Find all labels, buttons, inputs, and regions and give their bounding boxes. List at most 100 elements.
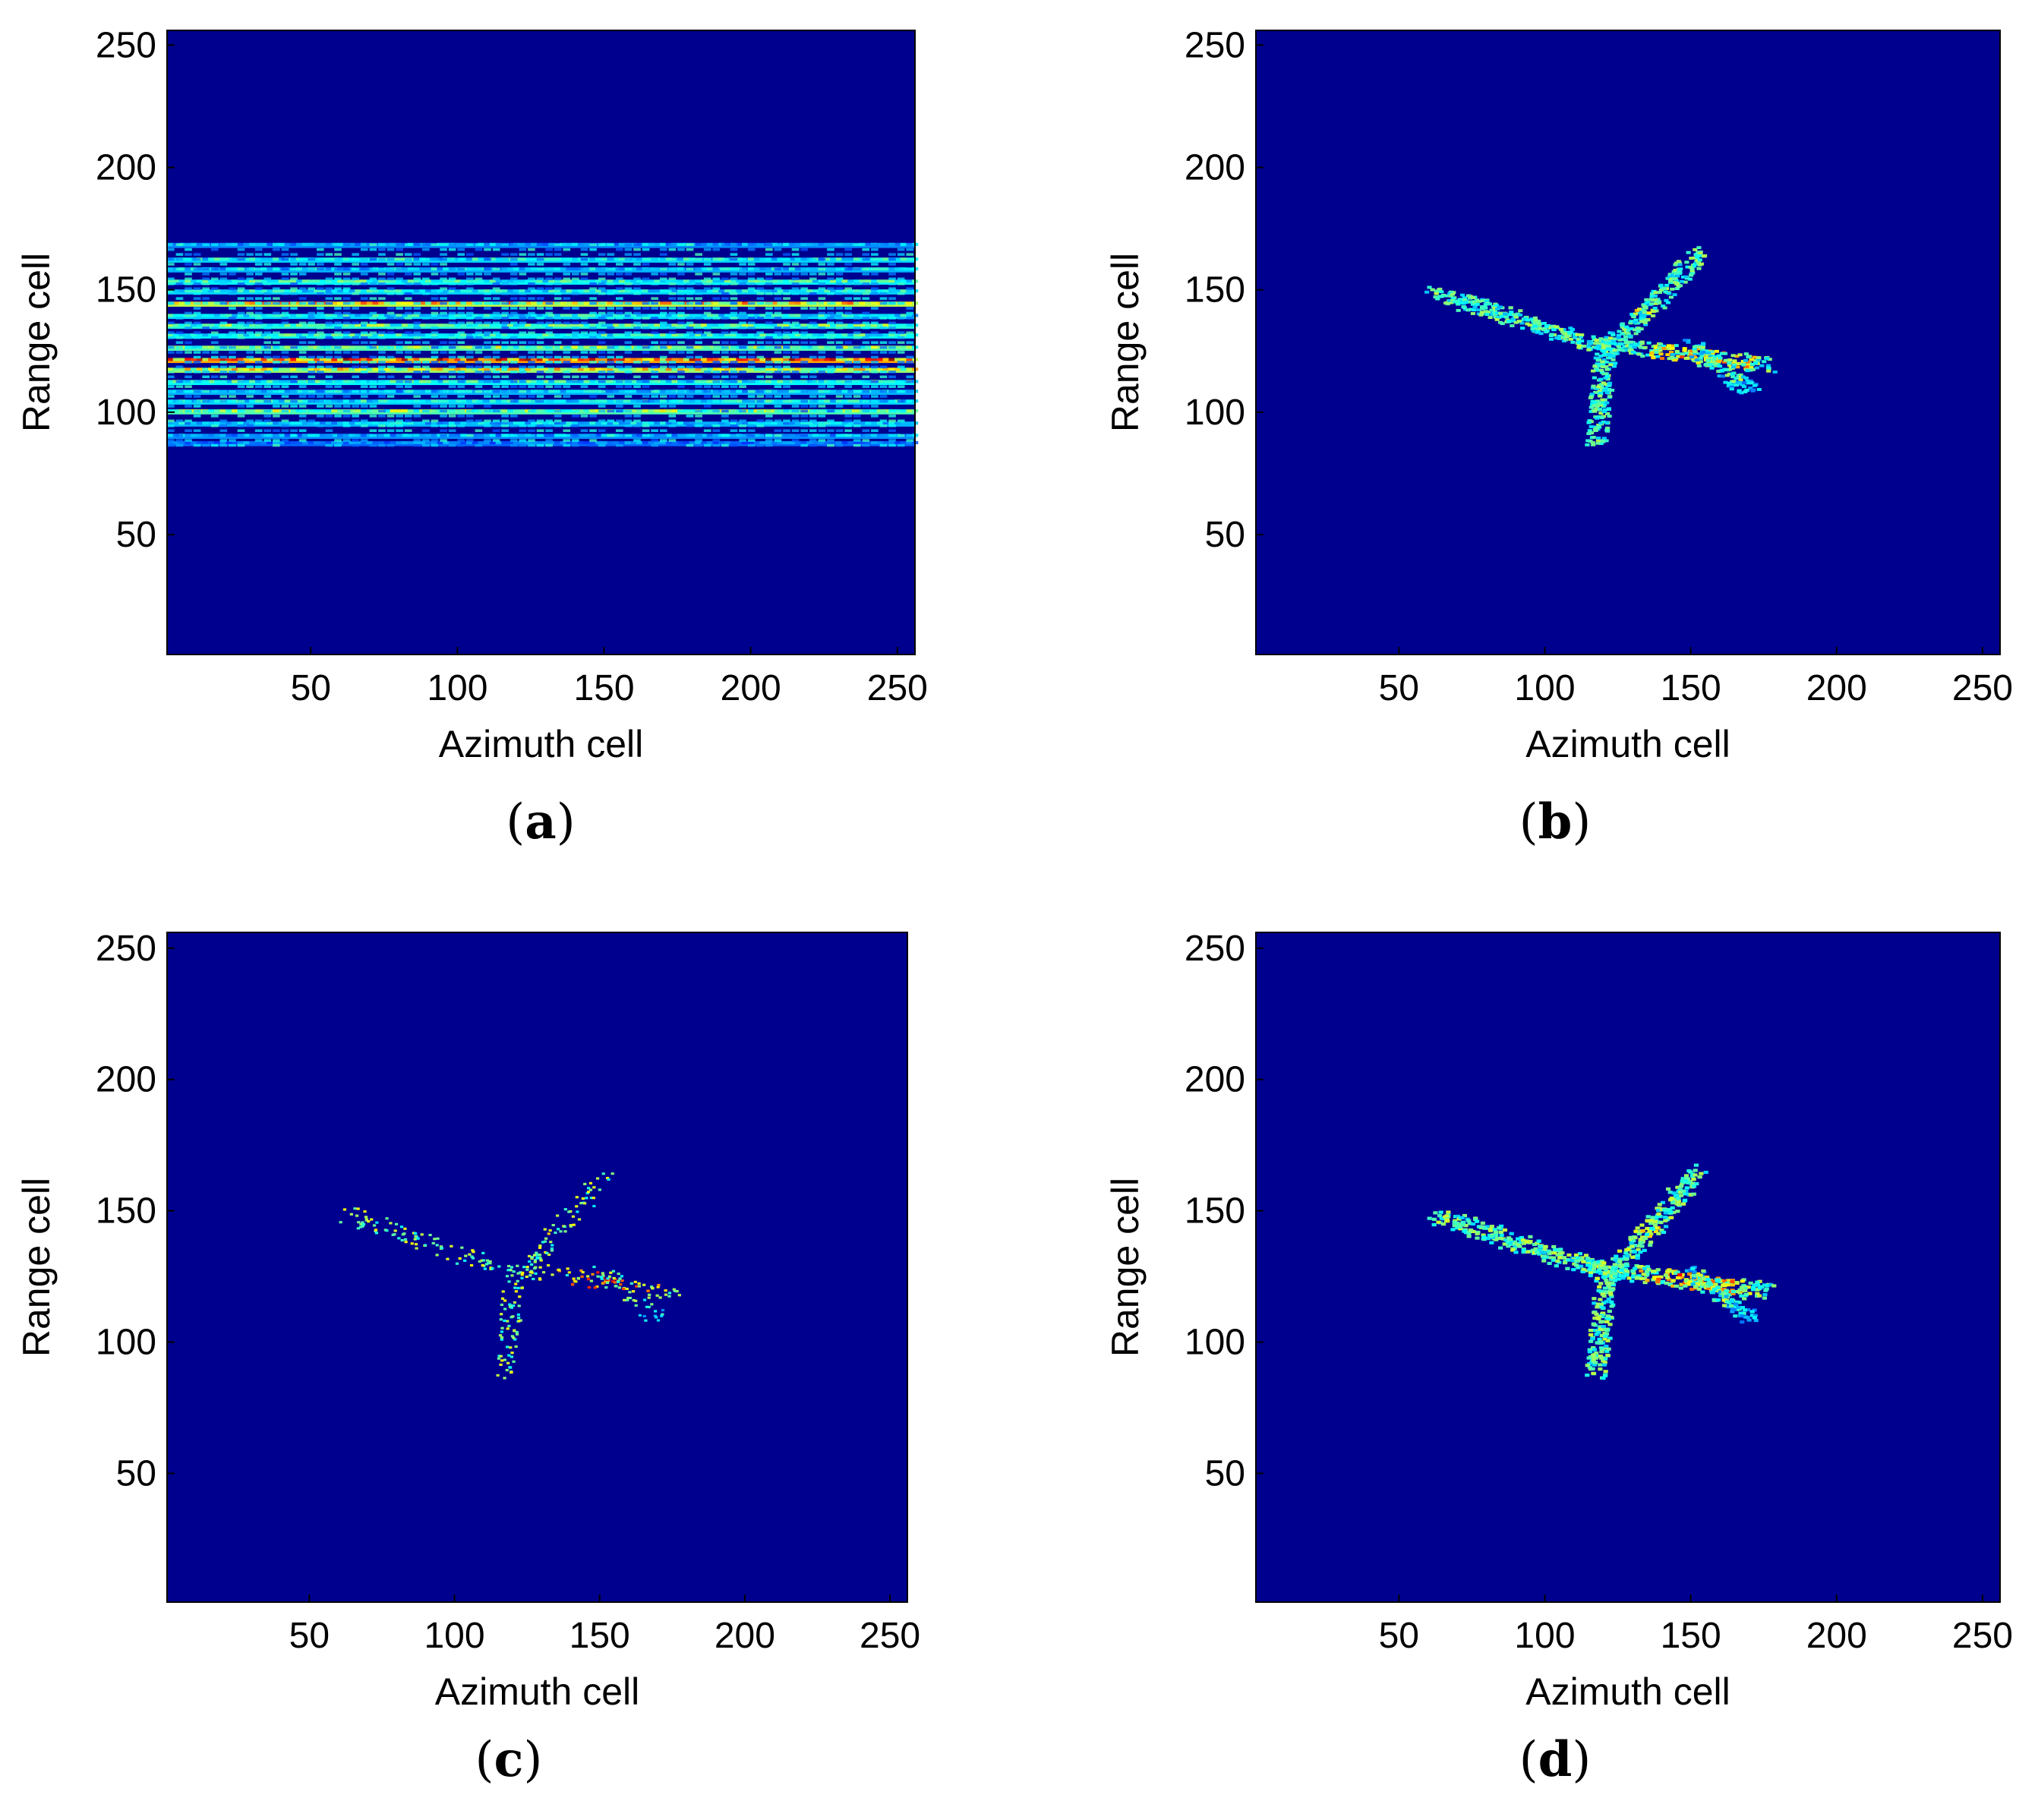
heatmap-cell (800, 289, 807, 293)
heatmap-cell (871, 405, 879, 408)
heatmap-cell (677, 263, 685, 266)
heatmap-cell (337, 358, 344, 361)
heatmap-cell (317, 292, 324, 295)
heatmap-cell (607, 273, 615, 276)
heatmap-cell (580, 263, 588, 266)
heatmap-cell (563, 371, 571, 374)
heatmap-cell (314, 323, 320, 327)
heatmap-cell (616, 434, 623, 437)
heatmap-cell (865, 345, 872, 349)
heatmap-cell (172, 289, 179, 293)
heatmap-cell (595, 314, 602, 317)
heatmap-cell (841, 421, 848, 425)
heatmap-cell (844, 375, 852, 379)
heatmap-cell (314, 242, 320, 246)
heatmap-cell (756, 390, 765, 393)
heatmap-cell (249, 333, 256, 337)
heatmap-cell (369, 355, 377, 359)
heatmap-cell (484, 279, 491, 283)
heatmap-cell (290, 390, 298, 393)
heatmap-cell (298, 385, 307, 388)
heatmap-cell (210, 365, 219, 369)
heatmap-cell (378, 267, 386, 271)
heatmap-cell (686, 317, 694, 320)
heatmap-cell (1531, 319, 1536, 323)
heatmap-cell (396, 409, 402, 413)
heatmap-cell (273, 409, 279, 413)
heatmap-cell (1560, 330, 1565, 333)
heatmap-cell (448, 380, 456, 383)
heatmap-cell (829, 279, 837, 283)
heatmap-cell (536, 287, 544, 291)
heatmap-cell (665, 345, 672, 349)
heatmap-cell (829, 267, 837, 271)
heatmap-cell (369, 317, 377, 320)
heatmap-cell (501, 279, 508, 283)
heatmap-cell (443, 279, 450, 283)
heatmap-cell (1460, 293, 1465, 297)
heatmap-cell (331, 279, 338, 283)
heatmap-cell (659, 289, 667, 293)
heatmap-cell (308, 301, 316, 305)
heatmap-cell (636, 257, 643, 261)
heatmap-cell (829, 421, 837, 425)
heatmap-cell (457, 355, 465, 359)
heatmap-cell (360, 331, 368, 335)
heatmap-cell (554, 367, 560, 371)
heatmap-cell (651, 331, 659, 335)
heatmap-cell (598, 321, 606, 325)
heatmap-cell (668, 248, 677, 251)
heatmap-cell (419, 399, 426, 403)
heatmap-cell (254, 279, 261, 283)
heatmap-cell (334, 345, 342, 349)
y-tick-label: 200 (96, 148, 156, 188)
heatmap-cell (668, 297, 677, 300)
heatmap-cell (360, 424, 368, 427)
heatmap-cell (1467, 296, 1472, 300)
heatmap-cell (806, 279, 813, 283)
heatmap-cell (542, 333, 549, 337)
heatmap-cell (278, 358, 285, 361)
heatmap-cell (254, 419, 263, 423)
heatmap-cell (317, 365, 324, 369)
heatmap-cell (355, 279, 361, 283)
heatmap-cell (525, 380, 532, 383)
heatmap-cell (765, 323, 772, 327)
heatmap-cell (671, 279, 678, 283)
heatmap-cell (888, 421, 895, 425)
heatmap-cell (263, 282, 272, 285)
heatmap-cell (301, 279, 308, 283)
heatmap-cell (334, 267, 342, 271)
heatmap-cell (897, 380, 905, 383)
heatmap-cell (677, 345, 684, 349)
heatmap-cell (818, 287, 826, 291)
heatmap-cell (167, 424, 175, 427)
heatmap-cell (894, 279, 901, 283)
heatmap-cell (419, 301, 426, 305)
heatmap-cell (835, 380, 842, 383)
heatmap-cell (175, 267, 184, 271)
heatmap-cell (193, 399, 201, 403)
heatmap-cell (284, 279, 291, 283)
heatmap-cell (580, 321, 588, 325)
heatmap-cell (342, 405, 351, 408)
heatmap-cell (1721, 360, 1727, 364)
heatmap-cell (882, 257, 889, 261)
heatmap-cell (829, 314, 837, 317)
heatmap-cell (879, 390, 888, 393)
heatmap-cell (888, 415, 896, 418)
heatmap-cell (454, 399, 461, 403)
heatmap-cell (888, 331, 896, 335)
heatmap-cell (1477, 299, 1482, 303)
heatmap-cell (457, 336, 465, 339)
heatmap-cell (360, 279, 368, 283)
heatmap-cell (771, 380, 778, 383)
heatmap-cell (765, 395, 773, 398)
heatmap-cell (308, 358, 314, 361)
heatmap-cell (598, 341, 606, 344)
heatmap-cell (360, 301, 368, 305)
heatmap-cell (196, 358, 203, 361)
heatmap-cell (783, 429, 790, 432)
heatmap-cell (879, 434, 888, 437)
heatmap-cell (536, 267, 544, 271)
